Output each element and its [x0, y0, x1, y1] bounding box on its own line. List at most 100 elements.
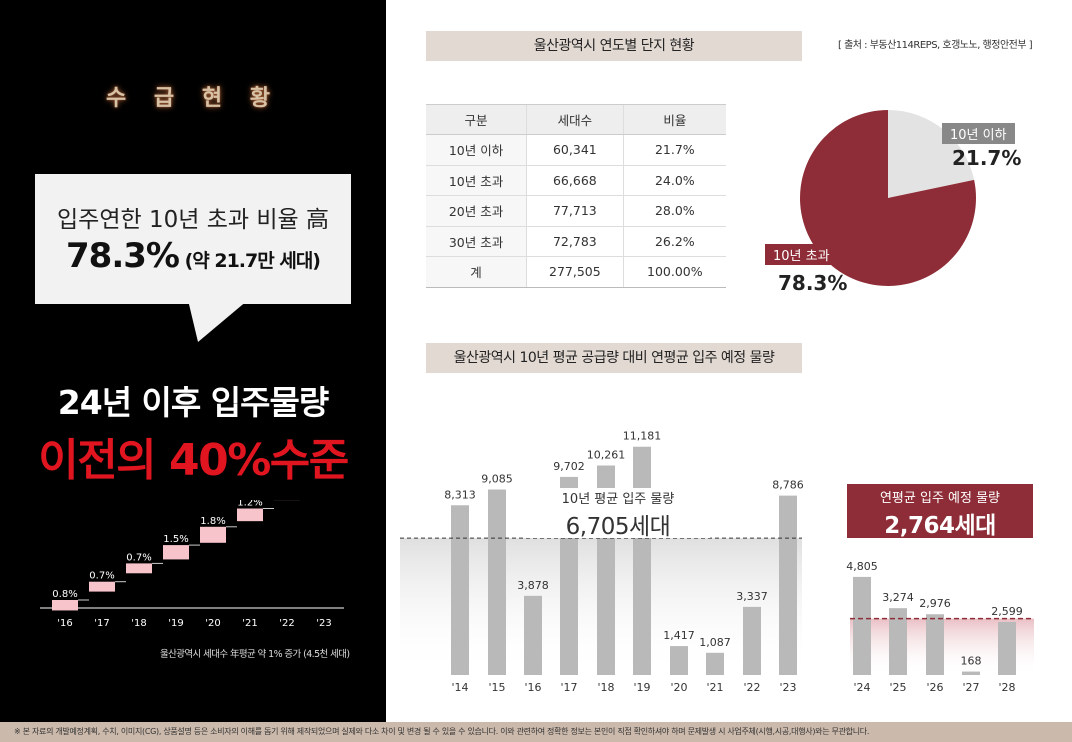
step-bar — [126, 563, 152, 574]
supply-bar — [524, 595, 542, 675]
data-label: 1.8% — [200, 516, 225, 527]
data-label: 1.2% — [237, 500, 262, 509]
speech-bubble-tail — [188, 300, 248, 342]
table-cell: 20년 초과 — [426, 195, 527, 227]
bubble-percent: 78.3% — [66, 236, 180, 276]
data-label: 3,337 — [736, 590, 768, 603]
table-header: 구분 — [426, 104, 527, 135]
tick-label: '16 — [524, 681, 541, 694]
complex-status-table: 구분 세대수 비율 10년 이하 60,341 21.7% 10년 초과 66,668… — [426, 104, 726, 288]
step-bar — [200, 526, 226, 543]
source-note: [ 출처 : 부동산114REPS, 호갱노노, 행정안전부 ] — [838, 40, 1033, 51]
table-cell: 26.2% — [622, 226, 726, 257]
table-cell: 28.0% — [622, 195, 726, 227]
table-header-row: 구분 세대수 비율 — [426, 104, 726, 135]
pie-value-under-10: 21.7% — [952, 146, 1022, 170]
future-average-title: 연평균 입주 예정 물량 — [879, 491, 1001, 506]
table-header: 비율 — [622, 104, 726, 135]
table-cell: 277,505 — [526, 256, 624, 288]
step-bar — [163, 545, 189, 560]
right-panel: 울산광역시 연도별 단지 현황 [ 출처 : 부동산114REPS, 호갱노노,… — [386, 0, 1072, 722]
section-title-supply: 울산광역시 10년 평균 공급량 대비 연평균 입주 예정 물량 — [426, 343, 802, 373]
speech-bubble — [35, 174, 351, 304]
tick-label: '18 — [131, 618, 146, 629]
supply-bar — [998, 621, 1016, 675]
table-total-row: 계 277,505 100.00% — [426, 256, 726, 288]
data-label: 0.7% — [89, 571, 114, 582]
growth-note: 울산광역시 세대수 年평균 약 1% 증가 (4.5천 세대) — [160, 649, 350, 660]
supply-bar — [779, 495, 797, 675]
data-label: 0.7% — [126, 552, 151, 563]
section-title-complex-status: 울산광역시 연도별 단지 현황 — [426, 31, 802, 61]
data-label: 8,313 — [444, 488, 476, 501]
pie-value-over-10: 78.3% — [778, 271, 848, 295]
past-average-value: 6,705세대 — [565, 514, 671, 540]
tick-label: '15 — [488, 681, 505, 694]
data-label: 1,087 — [699, 636, 731, 649]
supply-bar — [743, 606, 761, 675]
supply-bar — [962, 671, 980, 675]
tick-label: '21 — [706, 681, 723, 694]
supply-bar — [889, 608, 907, 675]
tick-label: '17 — [560, 681, 577, 694]
step-bar — [237, 508, 263, 522]
data-label: 0.8% — [52, 589, 77, 600]
tick-label: '14 — [451, 681, 468, 694]
table-cell: 24.0% — [622, 165, 726, 196]
data-label: 9,702 — [553, 460, 585, 473]
step-bar — [89, 581, 115, 592]
supply-bar — [633, 446, 651, 675]
supply-bar-chart: 8,313 '14 9,085 '15 3,878 '16 9,702 '17 10,261 '1… — [400, 430, 1034, 694]
tick-label: '20 — [670, 681, 687, 694]
table-row: 10년 이하 60,341 21.7% — [426, 134, 726, 166]
tick-label: '26 — [926, 681, 943, 694]
supply-bar — [451, 505, 469, 675]
tick-label: '19 — [633, 681, 650, 694]
table-row: 20년 초과 77,713 28.0% — [426, 195, 726, 227]
supply-bar — [853, 576, 871, 675]
table-cell: 66,668 — [526, 165, 624, 196]
headline-1: 24년 이후 입주물량 — [57, 383, 329, 422]
tick-label: '17 — [94, 618, 109, 629]
table-cell: 계 — [426, 256, 527, 288]
data-label: 2,976 — [919, 597, 951, 610]
supply-bar — [926, 614, 944, 675]
supply-bar — [670, 646, 688, 675]
table-cell: 21.7% — [622, 134, 726, 166]
pie-label-over-10: 10년 초과 — [765, 244, 838, 265]
tick-label: '23 — [779, 681, 796, 694]
pie-label-under-10: 10년 이하 — [942, 123, 1015, 144]
data-label: 1,417 — [663, 629, 695, 642]
age-pie-chart — [800, 110, 976, 286]
step-bar — [52, 600, 78, 611]
data-label: 168 — [961, 655, 982, 668]
tick-label: '24 — [853, 681, 870, 694]
tick-label: '20 — [205, 618, 220, 629]
data-label: 4,805 — [846, 560, 878, 573]
table-cell: 77,713 — [526, 195, 624, 227]
pie-slice — [888, 110, 975, 198]
tick-label: '16 — [57, 618, 72, 629]
table-header: 세대수 — [526, 104, 624, 135]
tick-label: '22 — [279, 618, 294, 629]
data-label: 1.5% — [163, 534, 188, 545]
table-cell: 72,783 — [526, 226, 624, 257]
pie-slice — [800, 110, 976, 286]
table-cell: 10년 초과 — [426, 165, 527, 196]
data-label: 11,181 — [623, 430, 662, 443]
tick-label: '28 — [998, 681, 1015, 694]
data-label: 10,261 — [587, 449, 626, 462]
table-row: 30년 초과 72,783 26.2% — [426, 226, 726, 257]
tick-label: '19 — [168, 618, 183, 629]
data-label: 3,878 — [517, 579, 549, 592]
table-cell: 100.00% — [622, 256, 726, 288]
supply-bar — [706, 652, 724, 675]
table-cell: 60,341 — [526, 134, 624, 166]
data-label: 2,599 — [991, 605, 1023, 618]
headline-2: 이전의 40%수준 — [38, 435, 349, 486]
tick-label: '23 — [316, 618, 331, 629]
data-label: 9,085 — [481, 473, 513, 486]
bubble-stat: 78.3% (약 21.7만 세대) — [35, 236, 351, 276]
past-average-label: 10년 평균 입주 물량 6,705세대 — [526, 488, 710, 540]
disclaimer-footer: ※ 본 자료의 개발예정계획, 수치, 이미지(CG), 상품설명 등은 소비자… — [0, 722, 1072, 742]
